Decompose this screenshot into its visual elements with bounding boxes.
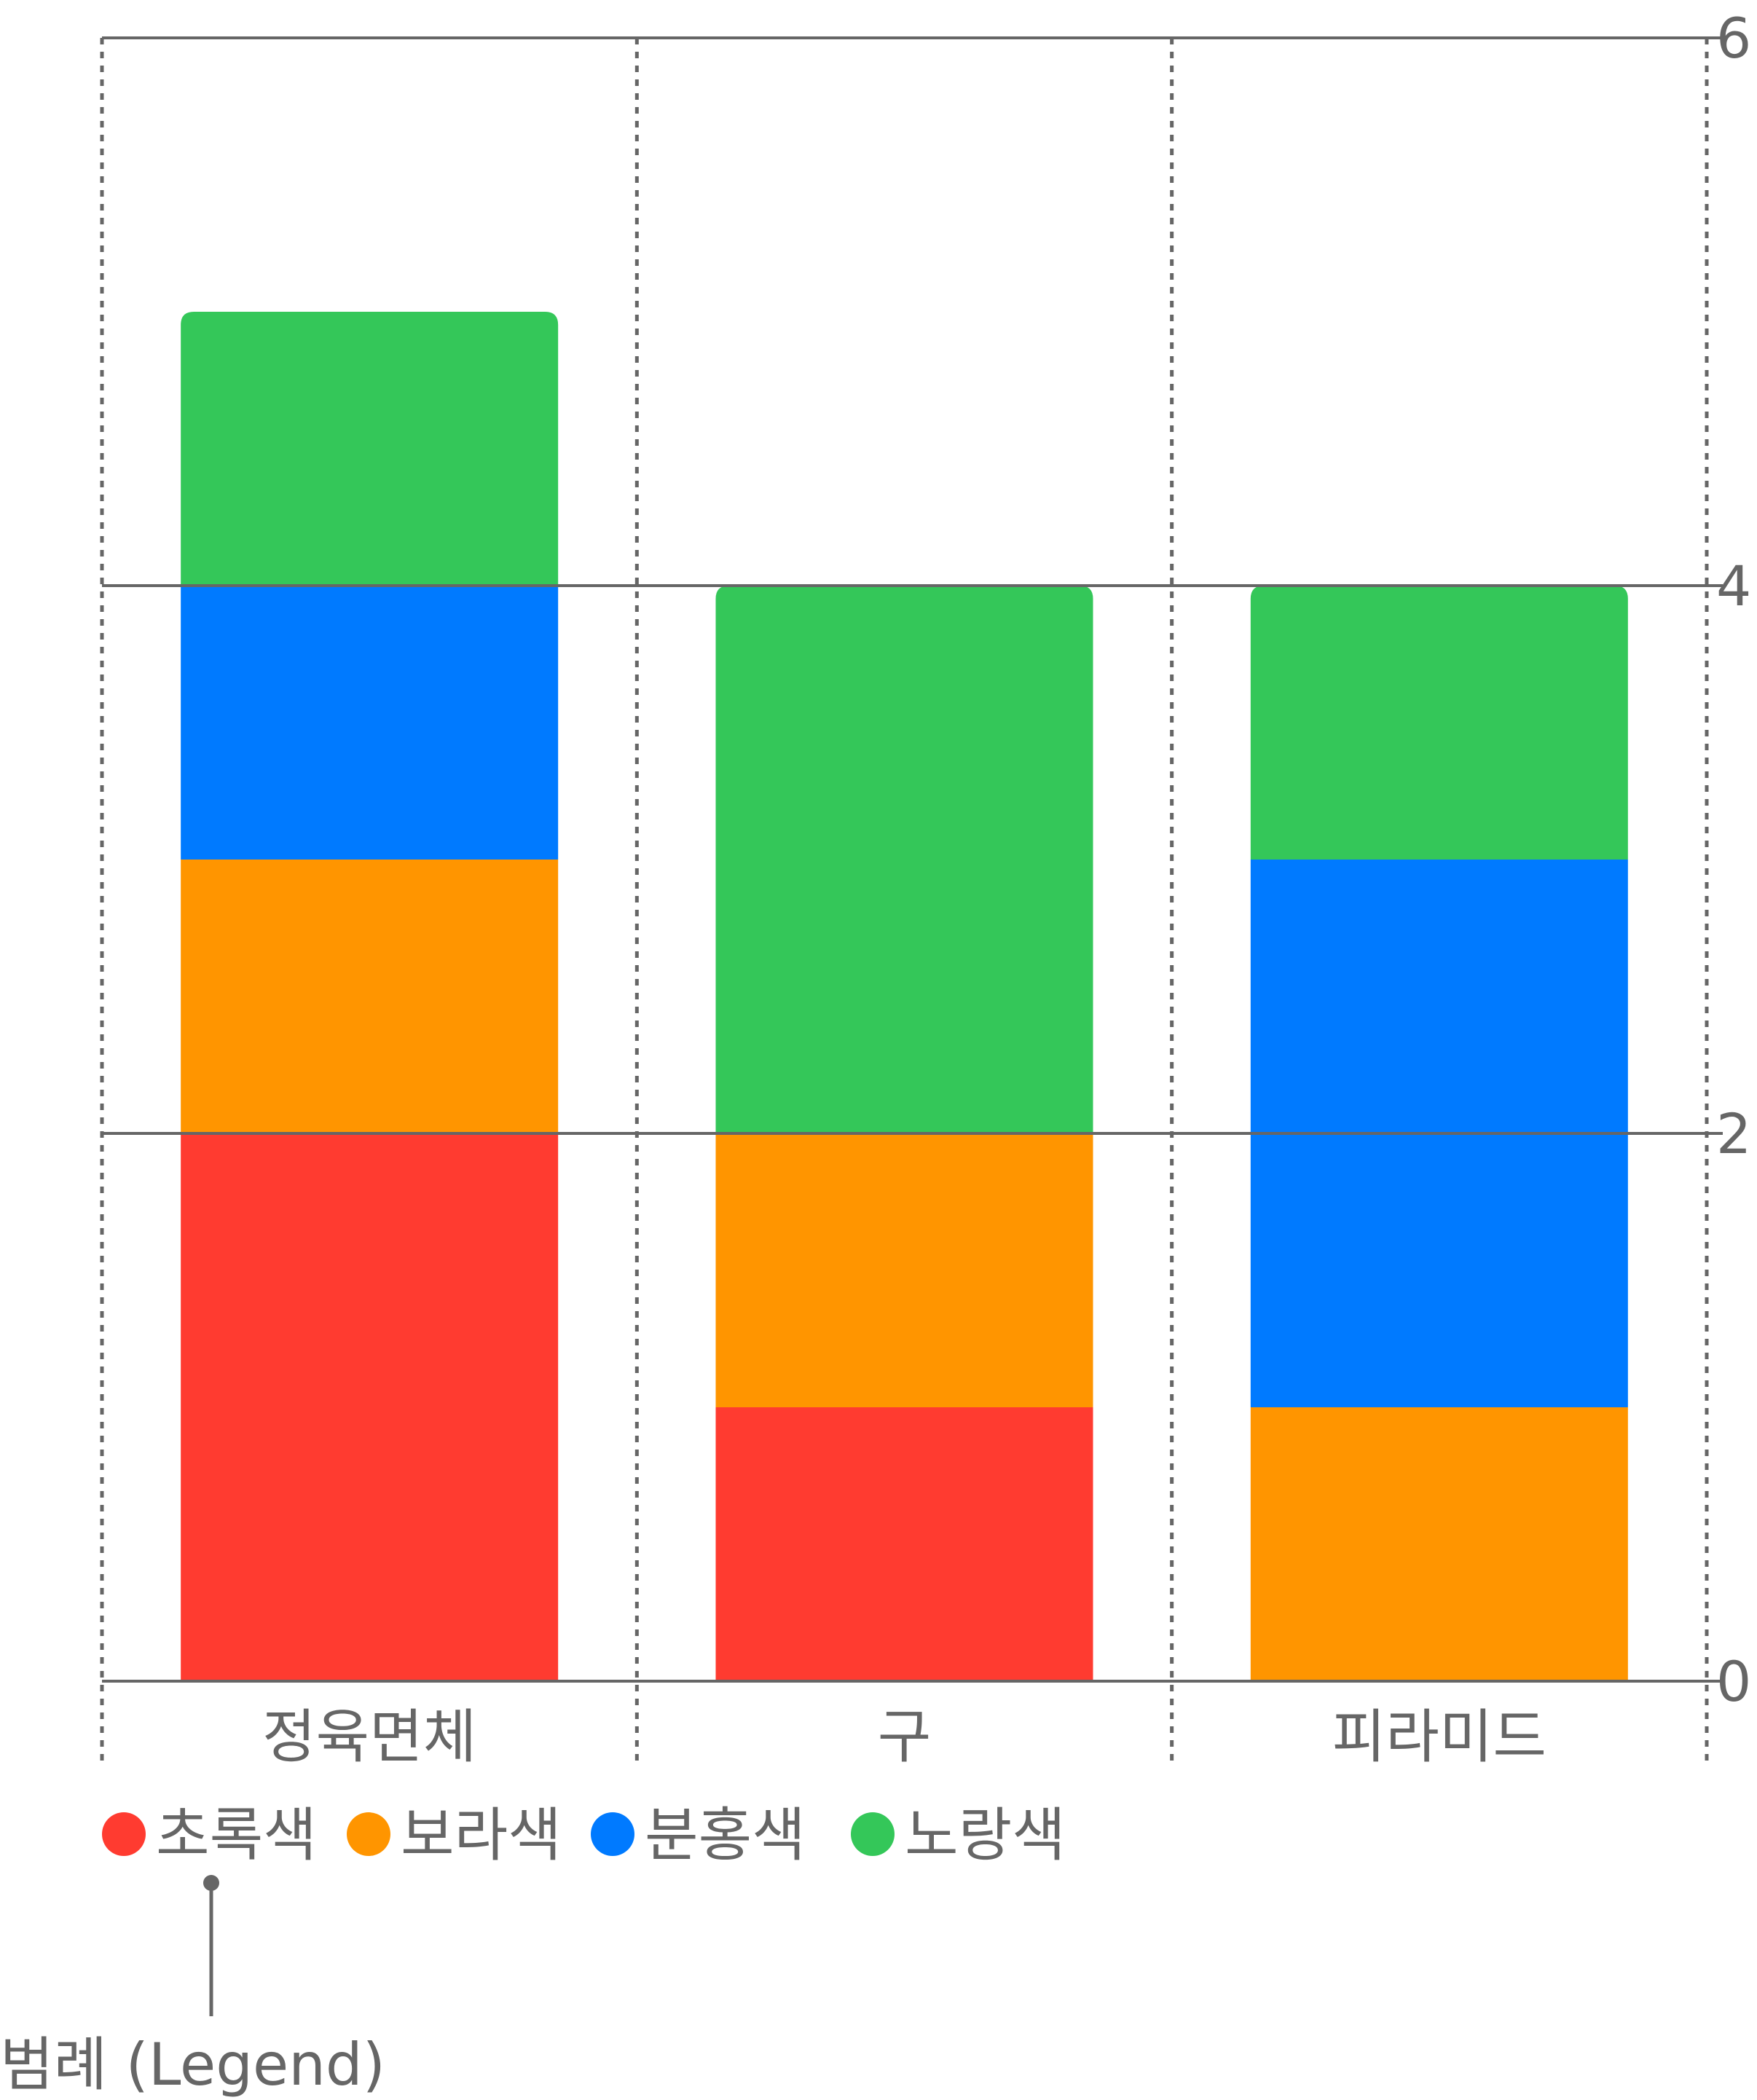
bars-layer	[181, 312, 1628, 1681]
callout-dot	[203, 1875, 219, 1891]
grid-layer	[100, 38, 1709, 1761]
legend: 초록색 보라색 분홍색 노랑색	[102, 1801, 1066, 1869]
legend-callout: 범례 (Legend)	[0, 1875, 385, 2099]
legend-label: 분홍색	[645, 1801, 806, 1869]
legend-swatch	[347, 1812, 390, 1856]
y-tick-label: 0	[1716, 1649, 1751, 1714]
category-label: 정육면체	[262, 1703, 476, 1771]
category-label: 구	[878, 1703, 932, 1771]
category-label: 피라미드	[1332, 1703, 1546, 1771]
legend-callout-label: 범례 (Legend)	[0, 2031, 385, 2099]
bar-segment	[181, 312, 559, 586]
bar-segment	[1250, 586, 1628, 860]
bar-segment	[1250, 1407, 1628, 1681]
legend-swatch	[851, 1812, 895, 1856]
legend-swatch	[591, 1812, 634, 1856]
y-tick-label: 6	[1716, 6, 1751, 71]
axis-layer: 정육면체 구 피라미드 0 2 4 6	[102, 6, 1751, 1771]
bar-segment	[715, 1407, 1093, 1681]
y-tick-label: 2	[1716, 1101, 1751, 1166]
legend-label: 노랑색	[905, 1801, 1066, 1869]
y-tick-label: 4	[1716, 554, 1751, 618]
legend-label: 보라색	[401, 1801, 562, 1869]
legend-label: 초록색	[156, 1801, 317, 1869]
bar-segment	[181, 860, 559, 1133]
bar-segment	[181, 586, 559, 860]
bar-segment	[181, 1133, 559, 1681]
bar-segment	[715, 1133, 1093, 1407]
bar-segment	[715, 586, 1093, 1133]
legend-swatch	[102, 1812, 146, 1856]
